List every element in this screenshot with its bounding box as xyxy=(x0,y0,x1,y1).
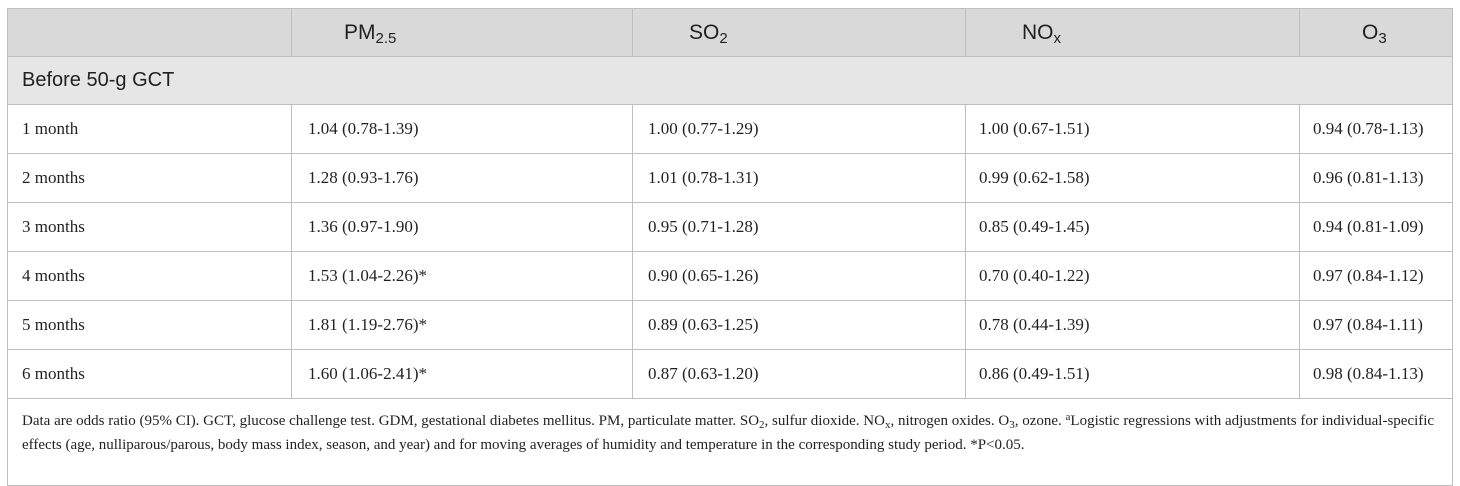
cell-so2: 1.00 (0.77-1.29) xyxy=(632,104,966,154)
footnote-text-5: Logistic regressions with adjustments fo… xyxy=(22,413,1435,453)
row-label: 1 month xyxy=(7,104,292,154)
cell-nox: 0.86 (0.49-1.51) xyxy=(965,349,1300,399)
table-row: 4 months 1.53 (1.04-2.26)* 0.90 (0.65-1.… xyxy=(7,251,1453,301)
footnote-sub-so2: 2 xyxy=(759,419,765,431)
cell-pm25: 1.60 (1.06-2.41)* xyxy=(291,349,633,399)
cell-pm25: 1.81 (1.19-2.76)* xyxy=(291,300,633,350)
header-nox-sub: x xyxy=(1053,29,1062,47)
row-label: 4 months xyxy=(7,251,292,301)
table-row: 3 months 1.36 (0.97-1.90) 0.95 (0.71-1.2… xyxy=(7,202,1453,252)
cell-o3: 0.97 (0.84-1.12) xyxy=(1299,251,1453,301)
cell-o3: 0.98 (0.84-1.13) xyxy=(1299,349,1453,399)
cell-pm25: 1.04 (0.78-1.39) xyxy=(291,104,633,154)
header-pm25-sub: 2.5 xyxy=(375,29,397,47)
header-cell-nox: NOx xyxy=(965,8,1300,57)
footnote-text-3: , nitrogen oxides. O xyxy=(890,413,1010,429)
header-cell-so2: SO2 xyxy=(632,8,966,57)
section-title: Before 50-g GCT xyxy=(7,56,1453,105)
row-label: 5 months xyxy=(7,300,292,350)
section-row: Before 50-g GCT xyxy=(7,56,1453,105)
header-o3-sub: 3 xyxy=(1378,29,1387,47)
cell-o3: 0.94 (0.78-1.13) xyxy=(1299,104,1453,154)
cell-nox: 1.00 (0.67-1.51) xyxy=(965,104,1300,154)
cell-so2: 1.01 (0.78-1.31) xyxy=(632,153,966,203)
row-label: 2 months xyxy=(7,153,292,203)
header-so2-sub: 2 xyxy=(719,29,728,47)
cell-o3: 0.96 (0.81-1.13) xyxy=(1299,153,1453,203)
row-label: 6 months xyxy=(7,349,292,399)
header-o3-base: O xyxy=(1362,20,1379,44)
cell-pm25: 1.53 (1.04-2.26)* xyxy=(291,251,633,301)
table-row: 1 month 1.04 (0.78-1.39) 1.00 (0.77-1.29… xyxy=(7,104,1453,154)
row-label: 3 months xyxy=(7,202,292,252)
cell-so2: 0.95 (0.71-1.28) xyxy=(632,202,966,252)
header-pm25-base: PM xyxy=(344,20,376,44)
header-cell-pm25: PM2.5 xyxy=(291,8,633,57)
footnote-sub-nox: x xyxy=(884,419,891,431)
cell-so2: 0.87 (0.63-1.20) xyxy=(632,349,966,399)
table-row: 2 months 1.28 (0.93-1.76) 1.01 (0.78-1.3… xyxy=(7,153,1453,203)
cell-pm25: 1.28 (0.93-1.76) xyxy=(291,153,633,203)
table-container: PM2.5 SO2 NOx O3 Before 50-g GCT 1 month… xyxy=(7,8,1453,486)
header-so2-base: SO xyxy=(689,20,720,44)
footnote-sup-a: a xyxy=(1065,411,1071,423)
cell-nox: 0.99 (0.62-1.58) xyxy=(965,153,1300,203)
cell-so2: 0.90 (0.65-1.26) xyxy=(632,251,966,301)
cell-nox: 0.78 (0.44-1.39) xyxy=(965,300,1300,350)
footnote-sub-o3: 3 xyxy=(1009,419,1015,431)
footnote-text-1: Data are odds ratio (95% CI). GCT, gluco… xyxy=(22,413,760,429)
header-cell-empty xyxy=(7,8,292,57)
footnote-text-4: , ozone. xyxy=(1014,413,1066,429)
header-cell-o3: O3 xyxy=(1299,8,1453,57)
cell-nox: 0.85 (0.49-1.45) xyxy=(965,202,1300,252)
cell-nox: 0.70 (0.40-1.22) xyxy=(965,251,1300,301)
cell-o3: 0.94 (0.81-1.09) xyxy=(1299,202,1453,252)
table-row: 6 months 1.60 (1.06-2.41)* 0.87 (0.63-1.… xyxy=(7,349,1453,399)
table-row: 5 months 1.81 (1.19-2.76)* 0.89 (0.63-1.… xyxy=(7,300,1453,350)
cell-pm25: 1.36 (0.97-1.90) xyxy=(291,202,633,252)
data-table: PM2.5 SO2 NOx O3 Before 50-g GCT 1 month… xyxy=(7,8,1453,486)
footnote-row: Data are odds ratio (95% CI). GCT, gluco… xyxy=(7,398,1453,486)
footnote-text-2: , sulfur dioxide. NO xyxy=(764,413,885,429)
cell-so2: 0.89 (0.63-1.25) xyxy=(632,300,966,350)
header-row: PM2.5 SO2 NOx O3 xyxy=(7,8,1453,57)
header-nox-base: NO xyxy=(1022,20,1054,44)
table-footnote: Data are odds ratio (95% CI). GCT, gluco… xyxy=(7,398,1453,486)
cell-o3: 0.97 (0.84-1.11) xyxy=(1299,300,1453,350)
